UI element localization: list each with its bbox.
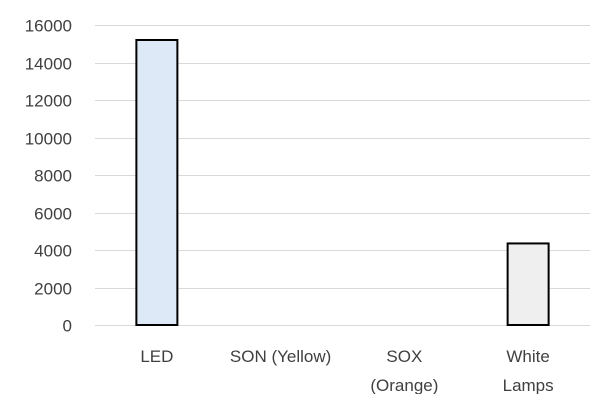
- y-tick-label: 0: [63, 317, 72, 336]
- x-category-label-line: SOX: [386, 347, 422, 366]
- y-tick-label: 2000: [34, 280, 72, 299]
- bar-white-lamps: [506, 242, 550, 326]
- y-tick-label: 12000: [25, 92, 72, 111]
- y-tick-label: 16000: [25, 17, 72, 36]
- x-category-label: White Lamps: [503, 347, 554, 394]
- x-category-label: LED: [140, 347, 173, 366]
- x-axis-category-labels: LED SON (Yellow) SOX (Orange) White Lamps: [140, 347, 553, 394]
- y-tick-label: 4000: [34, 242, 72, 261]
- x-category-label: SON (Yellow): [230, 347, 331, 366]
- y-axis-tick-labels: 0 2000 4000 6000 8000 10000 12000 14000 16000: [25, 17, 72, 336]
- y-tick-label: 6000: [34, 205, 72, 224]
- y-tick-label: 8000: [34, 167, 72, 186]
- x-category-label-line: (Orange): [370, 376, 438, 394]
- x-category-label-line: White: [506, 347, 549, 366]
- x-category-label-line: SON (Yellow): [230, 347, 331, 366]
- bars: [135, 39, 550, 326]
- y-tick-label: 14000: [25, 55, 72, 74]
- x-category-label-line: LED: [140, 347, 173, 366]
- bar-led: [135, 39, 179, 326]
- x-category-label-line: Lamps: [503, 376, 554, 394]
- y-tick-label: 10000: [25, 130, 72, 149]
- x-category-label: SOX (Orange): [370, 347, 438, 394]
